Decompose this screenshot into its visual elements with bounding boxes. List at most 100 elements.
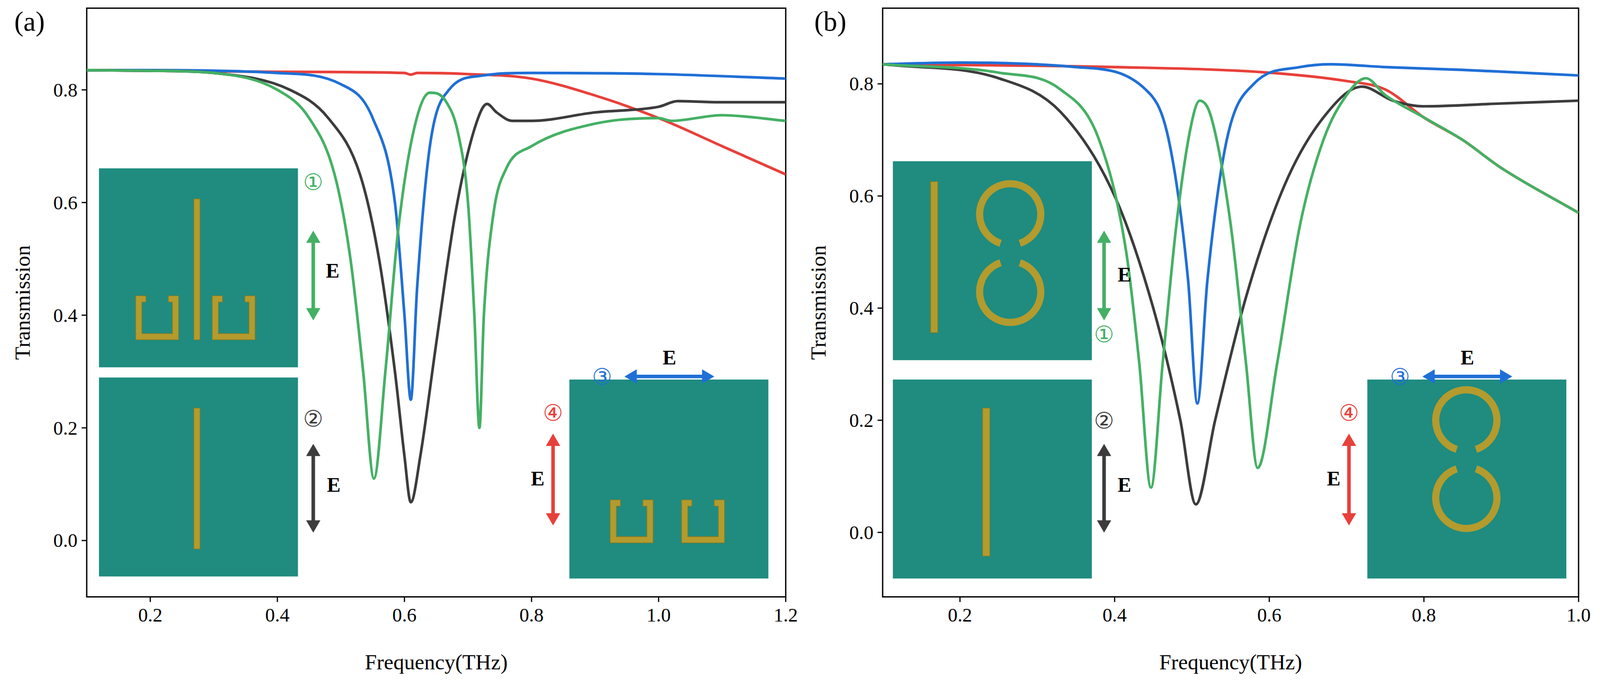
y-tick <box>81 427 87 429</box>
y-tick <box>877 195 883 197</box>
series-label: ② <box>303 405 324 432</box>
arrow-shaft <box>1102 242 1106 310</box>
x-tick <box>276 596 279 602</box>
x-tick <box>530 596 533 602</box>
x-tick-label: 0.4 <box>1102 604 1127 627</box>
y-tick-label: 0.4 <box>849 297 874 320</box>
x-tick-label: 0.8 <box>519 604 544 627</box>
x-tick <box>1423 596 1425 602</box>
y-tick-label: 0.2 <box>849 409 874 432</box>
split-ring <box>979 263 1041 323</box>
arrow-head <box>702 369 715 384</box>
field-arrow <box>624 369 715 384</box>
field-label: E <box>662 346 677 369</box>
series-label: ④ <box>1338 399 1359 426</box>
arrow-head <box>1499 369 1513 384</box>
panel-label: (b) <box>814 6 847 38</box>
series-label: ① <box>1093 321 1114 348</box>
y-tick-label: 0.8 <box>53 79 78 102</box>
x-tick-label: 1.0 <box>1566 604 1591 627</box>
structure-inset <box>99 168 299 368</box>
series-label: ③ <box>591 363 612 390</box>
y-axis-title: Transmission <box>806 245 831 361</box>
x-tick <box>658 596 660 602</box>
arrow-head <box>546 433 561 446</box>
x-tick-label: 1.2 <box>773 604 798 627</box>
field-label: E <box>1326 467 1341 490</box>
arrow-shaft <box>1347 445 1351 515</box>
y-tick-label: 0.6 <box>849 185 874 207</box>
panel-label: (a) <box>14 6 45 38</box>
split-ring <box>979 183 1041 244</box>
field-arrow <box>1422 369 1513 384</box>
series-label: ② <box>1093 407 1114 434</box>
field-arrow <box>546 433 561 526</box>
x-tick-label: 0.6 <box>1256 604 1282 627</box>
metal-bar <box>193 408 201 550</box>
x-tick <box>959 596 961 602</box>
panel: 0.20.40.60.81.01.20.00.20.40.60.8Frequen… <box>10 6 798 675</box>
field-label: E <box>326 473 341 497</box>
arrow-head <box>1096 230 1112 244</box>
y-tick <box>81 540 87 542</box>
x-tick <box>1578 596 1580 602</box>
structure-inset <box>1367 379 1567 579</box>
y-tick-label: 0.4 <box>53 304 78 327</box>
y-tick <box>81 202 87 204</box>
inset-background <box>99 377 299 577</box>
series-label: ④ <box>543 399 564 426</box>
x-tick-label: 0.6 <box>392 604 417 627</box>
arrow-head <box>305 230 321 244</box>
y-tick <box>81 89 87 91</box>
x-axis-title: Frequency(THz) <box>1159 650 1303 675</box>
metal-bar <box>930 181 938 333</box>
x-axis-title: Frequency(THz) <box>364 650 508 675</box>
split-ring <box>681 500 725 544</box>
inset-background <box>99 168 299 368</box>
y-tick-label: 0.2 <box>53 417 78 440</box>
field-arrow <box>305 230 321 321</box>
inset-background <box>892 161 1093 361</box>
series-label: ① <box>303 168 324 196</box>
x-tick <box>785 596 787 602</box>
arrow-shaft <box>311 455 315 522</box>
arrow-shaft <box>1102 455 1106 522</box>
y-tick <box>877 83 883 85</box>
x-tick-label: 0.2 <box>138 604 163 627</box>
transmission-curve <box>86 70 786 175</box>
y-tick <box>81 314 87 317</box>
metal-bar <box>982 408 991 557</box>
arrow-head <box>1096 520 1112 533</box>
structure-inset <box>892 161 1093 361</box>
arrow-shaft <box>311 242 315 310</box>
figure: 0.2 0.4 0.6 0.8 1.0 1.2 0.0 0.2 0.4 0.6 0.8 Frequen… <box>0 0 1600 684</box>
field-arrow <box>1096 230 1112 321</box>
x-tick <box>404 596 406 602</box>
arrow-shaft <box>1433 374 1501 379</box>
y-tick-label: 0.0 <box>849 522 874 544</box>
arrow-head <box>1096 444 1112 457</box>
arrow-head <box>305 444 321 457</box>
arrow-head <box>305 520 321 533</box>
y-tick <box>877 307 883 309</box>
y-tick-label: 0.6 <box>53 192 78 214</box>
split-ring <box>1435 468 1497 529</box>
arrow-head <box>1341 513 1357 526</box>
y-tick <box>877 531 883 534</box>
series-label: ③ <box>1390 363 1411 390</box>
y-tick-label: 0.8 <box>849 73 874 95</box>
field-label: E <box>530 467 545 490</box>
x-tick-label: 0.8 <box>1411 604 1437 627</box>
arrow-head <box>1341 433 1357 446</box>
split-ring <box>212 295 256 340</box>
x-tick <box>1113 596 1116 602</box>
inset-background <box>1367 379 1567 579</box>
structure-inset <box>99 377 299 577</box>
field-label: E <box>1460 346 1475 369</box>
arrow-shaft <box>551 445 555 515</box>
metal-bar <box>193 199 201 341</box>
field-arrow <box>1341 433 1357 526</box>
structure-inset <box>892 379 1093 579</box>
plot-frame <box>86 8 786 598</box>
plot-frame <box>882 8 1579 598</box>
